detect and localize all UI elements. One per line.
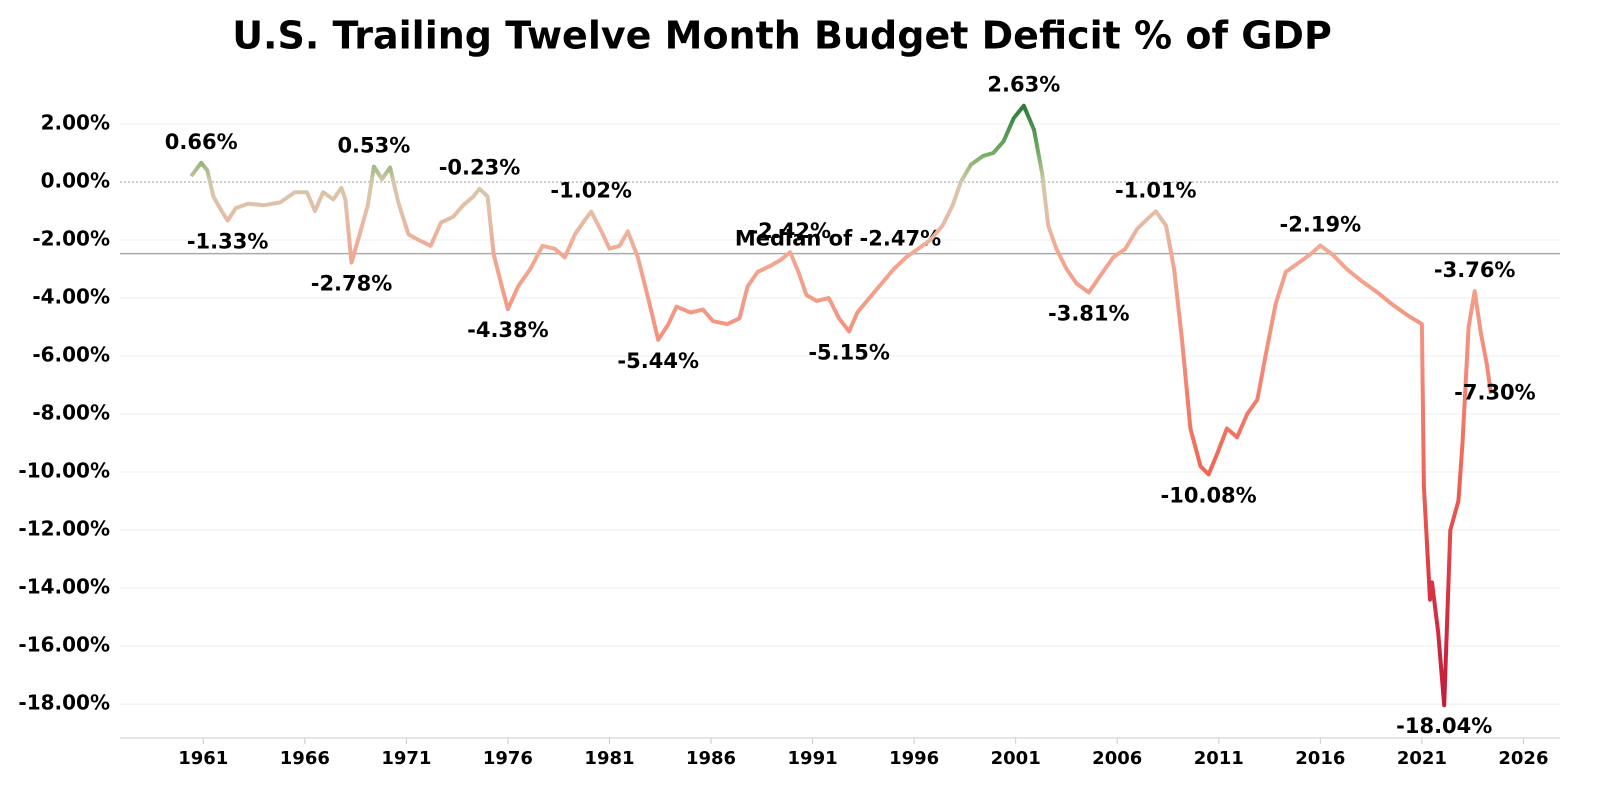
x-tick-label: 2011	[1194, 748, 1244, 769]
y-tick-label: -6.00%	[32, 343, 110, 367]
data-label: -1.02%	[550, 179, 632, 203]
x-tick-label: 2001	[991, 748, 1041, 769]
data-label: -2.78%	[311, 272, 393, 296]
data-label: -1.01%	[1115, 178, 1197, 202]
data-label: -10.08%	[1161, 483, 1257, 507]
data-label: -5.44%	[617, 349, 699, 373]
y-tick-label: -2.00%	[32, 227, 110, 251]
data-label: -2.42%	[749, 219, 831, 243]
x-tick-label: 1986	[686, 748, 736, 769]
data-label: -7.30%	[1454, 381, 1536, 405]
y-tick-label: -8.00%	[32, 401, 110, 425]
data-label: -4.38%	[467, 318, 549, 342]
data-label: -0.23%	[439, 156, 521, 180]
x-tick-label: 1981	[584, 748, 634, 769]
chart-title: U.S. Trailing Twelve Month Budget Defici…	[232, 14, 1332, 58]
data-label: 0.53%	[337, 134, 410, 158]
data-label: -3.76%	[1434, 258, 1516, 282]
x-tick-label: 2016	[1295, 748, 1345, 769]
x-tick-label: 1966	[280, 748, 330, 769]
data-label: 0.66%	[165, 130, 238, 154]
data-label: 2.63%	[987, 73, 1060, 97]
data-label: -2.19%	[1280, 213, 1362, 237]
median-label: Median of -2.47%	[735, 227, 941, 251]
y-tick-label: -18.00%	[18, 691, 110, 715]
y-tick-label: -10.00%	[18, 459, 110, 483]
x-tick-label: 1991	[788, 748, 838, 769]
x-tick-label: 2026	[1498, 748, 1548, 769]
data-label: -3.81%	[1048, 302, 1130, 326]
y-tick-label: 2.00%	[41, 111, 110, 135]
y-tick-label: -16.00%	[18, 633, 110, 657]
x-tick-label: 2021	[1397, 748, 1447, 769]
data-label: -18.04%	[1396, 714, 1492, 738]
y-tick-label: 0.00%	[41, 169, 110, 193]
x-tick-label: 2006	[1092, 748, 1142, 769]
x-tick-label: 1996	[889, 748, 939, 769]
data-label: -5.15%	[808, 340, 890, 364]
data-label: -1.33%	[187, 230, 269, 254]
x-tick-label: 1971	[381, 748, 431, 769]
y-tick-label: -12.00%	[18, 517, 110, 541]
x-tick-label: 1961	[178, 748, 228, 769]
y-tick-label: -4.00%	[32, 285, 110, 309]
y-tick-label: -14.00%	[18, 575, 110, 599]
series-line	[189, 103, 1493, 708]
x-tick-label: 1976	[483, 748, 533, 769]
